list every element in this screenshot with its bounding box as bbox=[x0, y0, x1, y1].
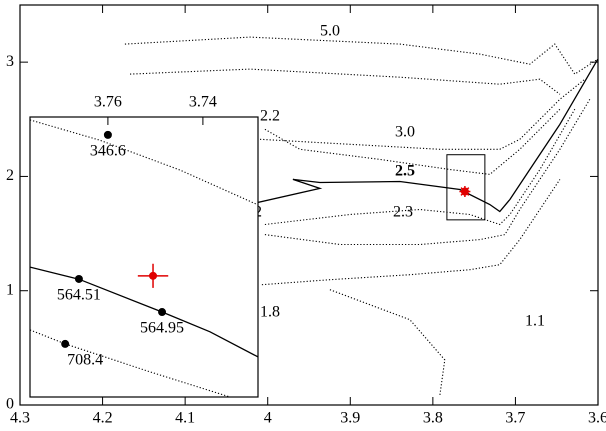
track bbox=[264, 99, 591, 246]
zoom-box bbox=[446, 154, 486, 221]
y-tick-label: 0 bbox=[6, 396, 14, 413]
track bbox=[129, 68, 561, 95]
point bbox=[149, 271, 158, 280]
track bbox=[261, 179, 561, 286]
y-tick-label: 1 bbox=[6, 281, 14, 298]
x-tick-label: 4.1 bbox=[175, 410, 195, 427]
y-tick-label: 2 bbox=[6, 167, 14, 184]
track bbox=[239, 58, 598, 213]
y-tick-label: 3 bbox=[6, 53, 14, 70]
point bbox=[158, 308, 167, 317]
track bbox=[329, 289, 446, 395]
point bbox=[103, 130, 112, 139]
point-label: 346.6 bbox=[90, 143, 126, 160]
point-label: 708.4 bbox=[67, 352, 103, 369]
track bbox=[124, 36, 598, 75]
x-tick-label: 4.2 bbox=[93, 410, 113, 427]
track-label: 2.5 bbox=[395, 163, 415, 180]
plot-frame bbox=[19, 4, 599, 406]
track bbox=[30, 119, 258, 206]
x-tick-label: 3.74 bbox=[189, 94, 217, 111]
track-label: 2.3 bbox=[393, 204, 413, 221]
track-label: 3.0 bbox=[395, 124, 415, 141]
plot-frame bbox=[29, 116, 259, 398]
track bbox=[264, 108, 576, 226]
point-label: 564.95 bbox=[140, 320, 184, 337]
point bbox=[61, 339, 70, 348]
track-label: 1.1 bbox=[525, 313, 545, 330]
x-tick-label: 3.76 bbox=[94, 94, 122, 111]
track bbox=[259, 78, 586, 150]
track-label: 1.8 bbox=[260, 304, 280, 321]
track bbox=[264, 108, 561, 175]
x-tick-label: 4.3 bbox=[10, 410, 30, 427]
point-label: 564.51 bbox=[57, 287, 101, 304]
x-tick-label: 3.8 bbox=[423, 410, 443, 427]
x-tick-label: 4 bbox=[264, 410, 272, 427]
x-tick-label: 3.6 bbox=[588, 410, 606, 427]
track-label: 5.0 bbox=[320, 23, 340, 40]
point bbox=[74, 274, 83, 283]
x-tick-label: 3.7 bbox=[505, 410, 525, 427]
inset-background bbox=[30, 117, 258, 397]
point bbox=[460, 187, 469, 196]
track-label: 2.2 bbox=[260, 108, 280, 125]
x-tick-label: 3.9 bbox=[340, 410, 360, 427]
